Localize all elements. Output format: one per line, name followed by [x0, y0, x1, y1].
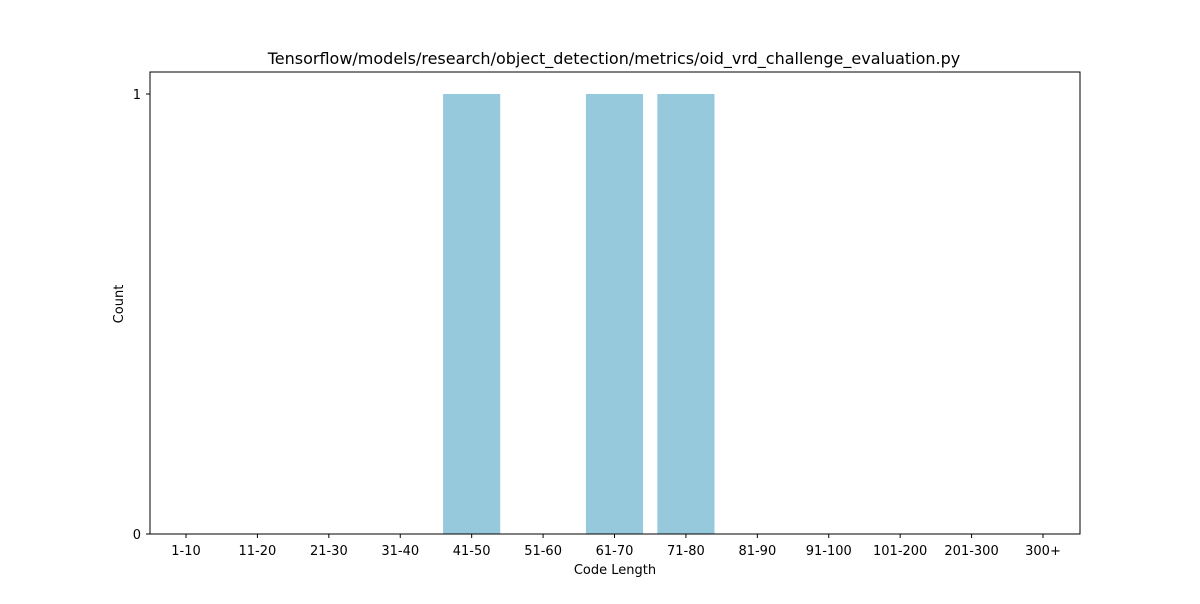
x-axis-label: Code Length [574, 563, 656, 578]
x-axis: 1-10 11-20 21-30 31-40 41-50 51-60 61-70 71-80 8… [171, 534, 1061, 559]
x-tick-label: 21-30 [310, 544, 348, 559]
bar-71-80 [657, 94, 715, 534]
x-tick-label: 11-20 [239, 544, 277, 559]
y-tick-label: 1 [133, 88, 141, 103]
x-tick-label: 300+ [1025, 544, 1061, 559]
x-tick-label: 61-70 [596, 544, 634, 559]
bar-61-70 [585, 94, 644, 534]
y-axis: 01 [133, 88, 150, 543]
x-tick-label: 1-10 [171, 544, 201, 559]
x-tick-label: 51-60 [524, 544, 562, 559]
x-tick-label: 91-100 [806, 544, 852, 559]
x-tick-label: 41-50 [453, 544, 491, 559]
y-tick-label: 0 [133, 528, 141, 543]
bar-41-50 [443, 94, 501, 534]
y-axis-label: Count [112, 285, 127, 324]
bars-layer [443, 94, 715, 534]
x-tick-label: 201-300 [944, 544, 998, 559]
x-tick-label: 31-40 [381, 544, 419, 559]
x-tick-label: 81-90 [738, 544, 776, 559]
chart-title: Tensorflow/models/research/object_detect… [267, 49, 961, 69]
x-tick-label: 101-200 [873, 544, 927, 559]
x-tick-label: 71-80 [667, 544, 705, 559]
